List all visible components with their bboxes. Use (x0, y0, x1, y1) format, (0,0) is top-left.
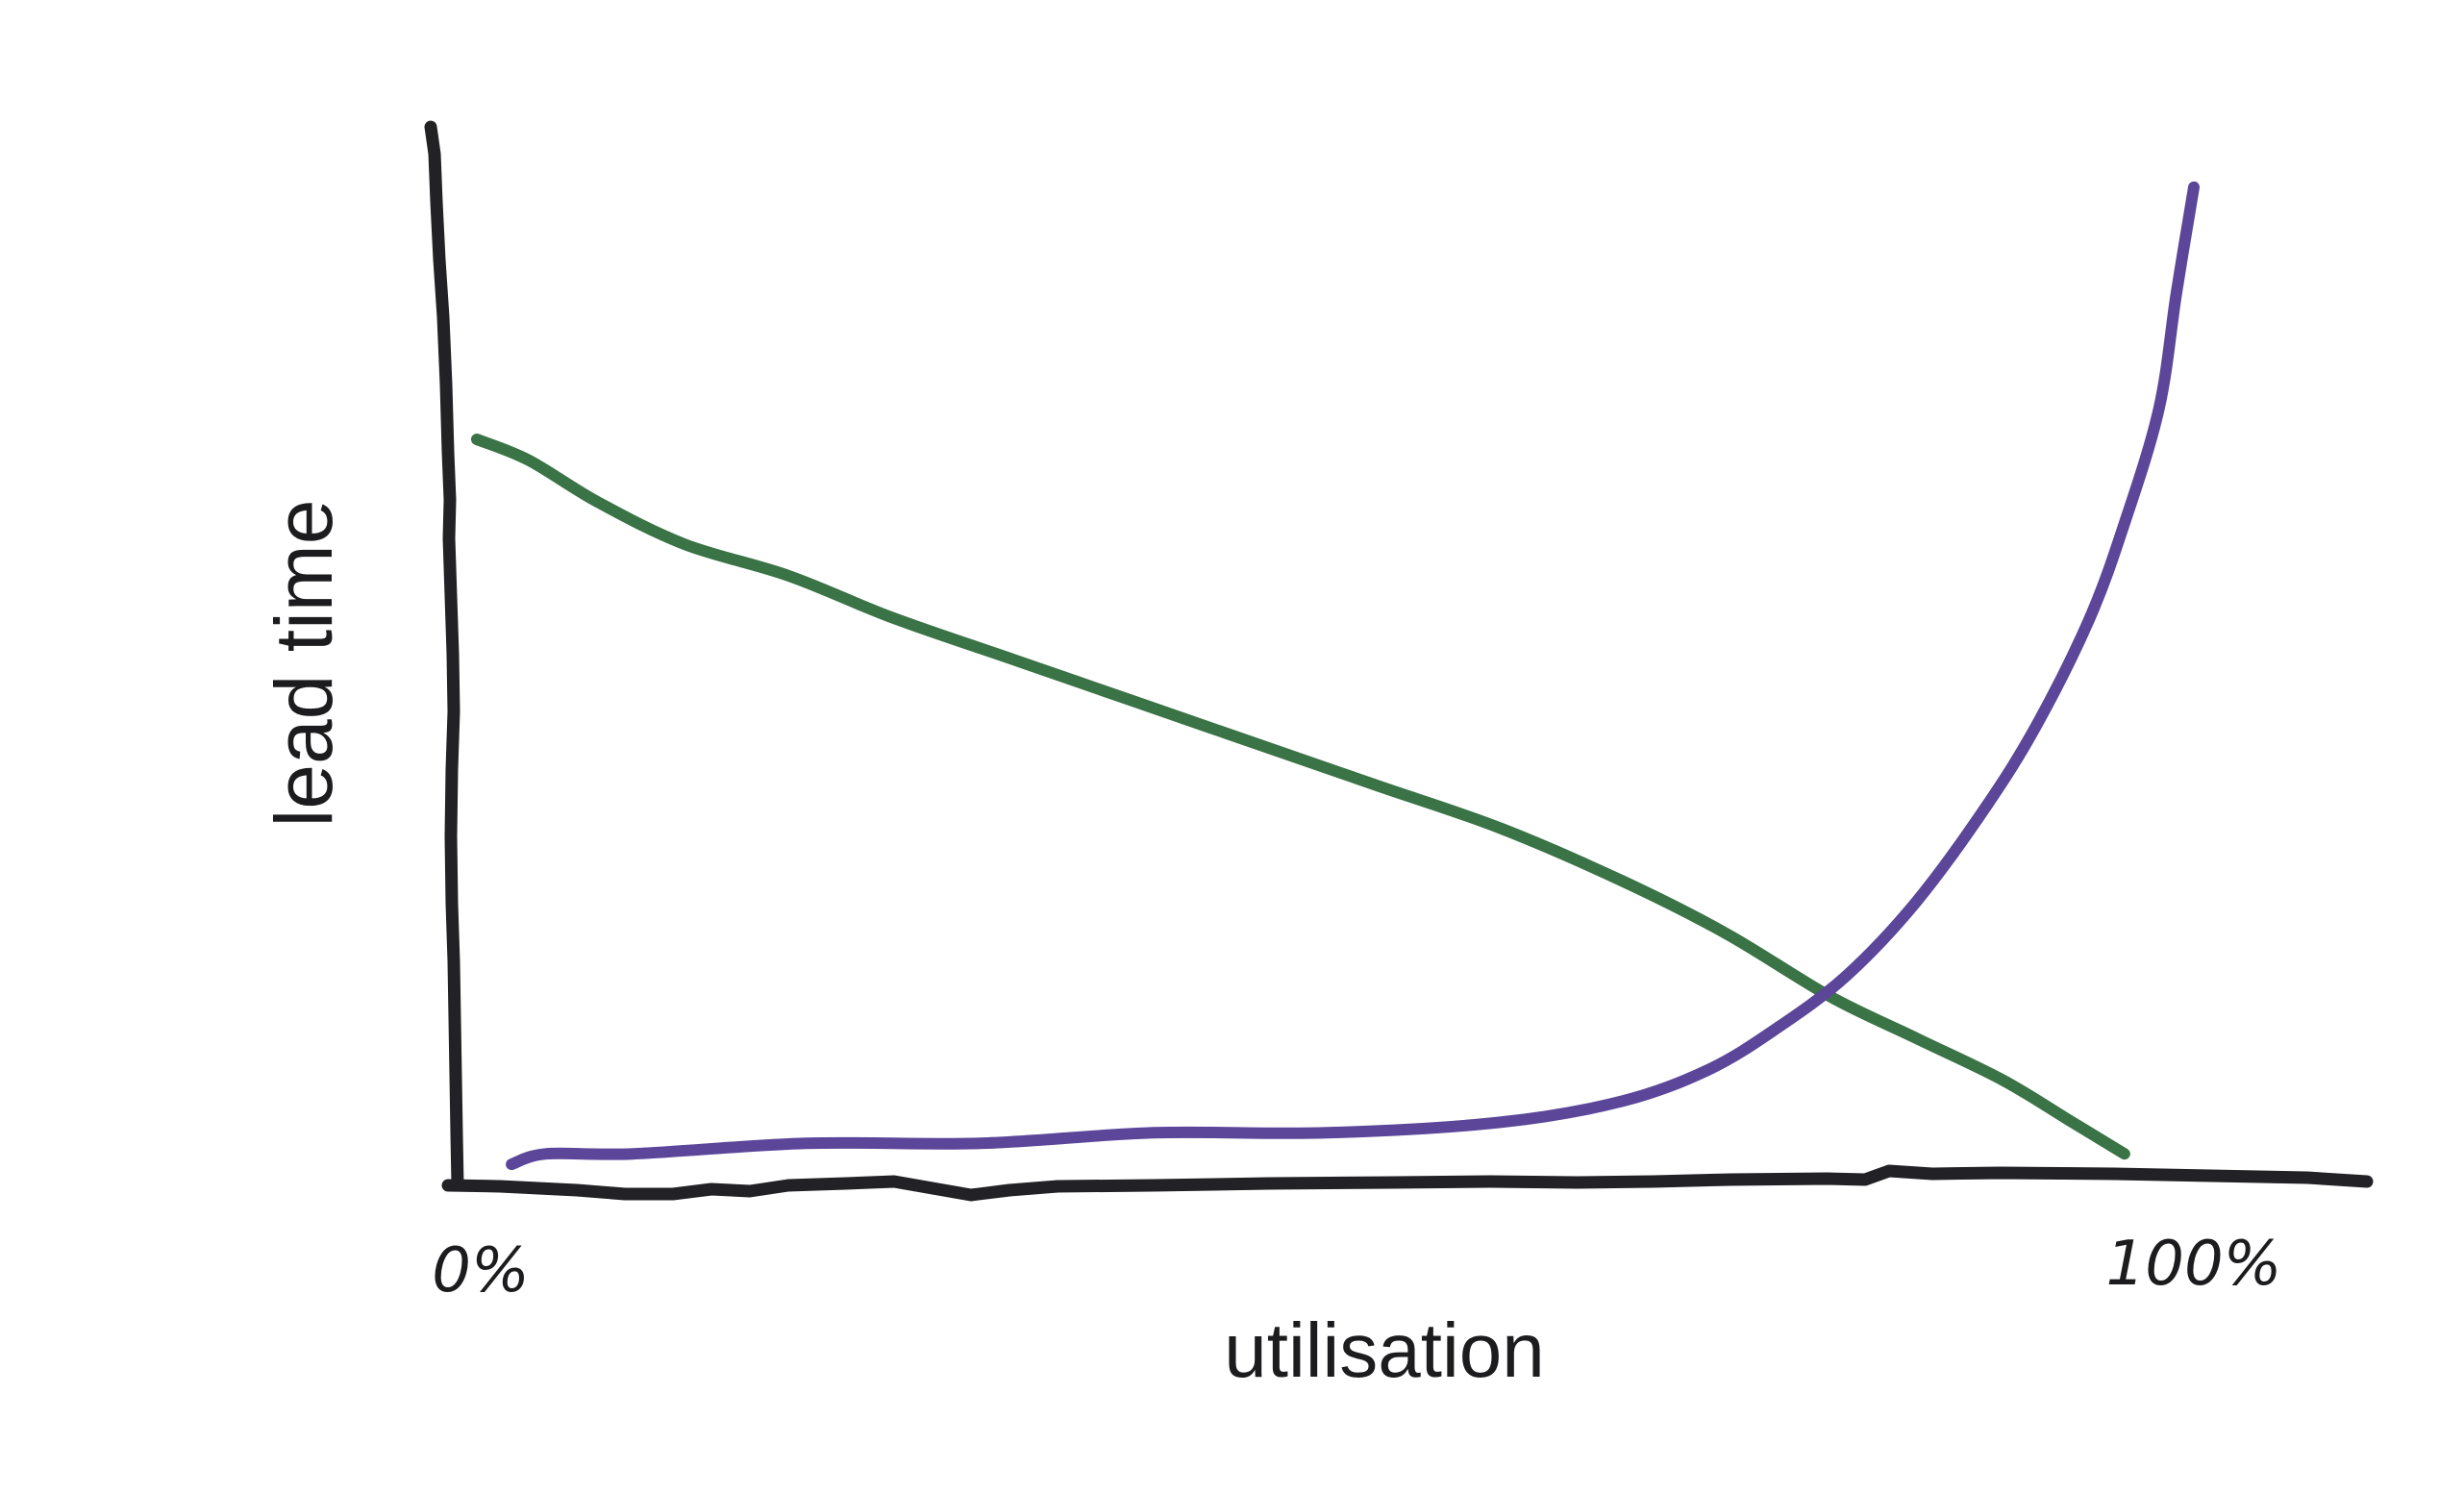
series-line-0 (471, 434, 2130, 1160)
y-axis-label: lead time (259, 500, 349, 828)
x-axis-label: utilisation (1224, 1307, 1545, 1393)
x-axis-line (441, 1164, 2374, 1202)
y-axis-line (424, 120, 464, 1192)
x-tick-label-0: 0% (432, 1235, 530, 1306)
series-line-1 (506, 181, 2200, 1171)
x-tick-label-100: 100% (2106, 1229, 2282, 1300)
axes (424, 120, 2374, 1202)
series-layer (471, 181, 2200, 1171)
